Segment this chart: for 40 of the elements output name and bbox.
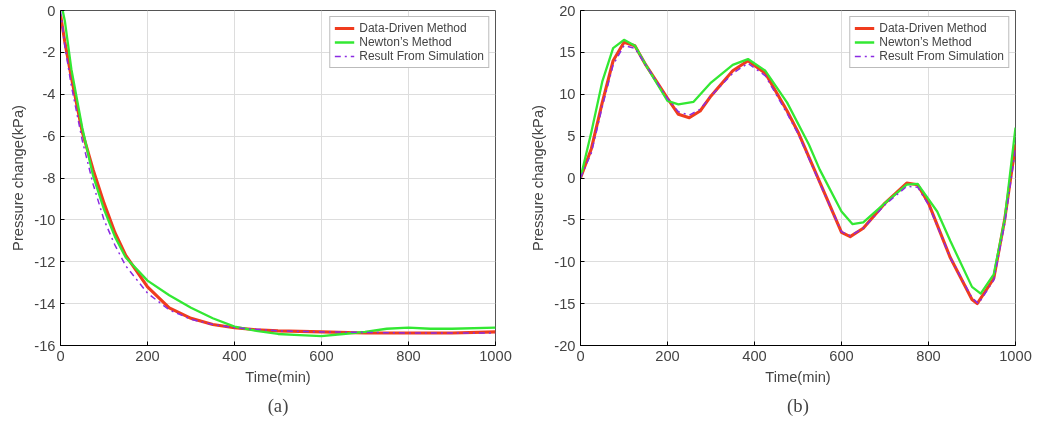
x-axis-title: Time(min): [245, 368, 311, 385]
y-tick-label: -10: [554, 253, 576, 270]
y-tick-label: 15: [559, 44, 576, 61]
y-tick-label: 0: [567, 170, 576, 186]
y-tick-label: 5: [567, 128, 576, 145]
x-tick-label: 400: [222, 347, 247, 364]
legend-label: Result From Simulation: [359, 49, 484, 63]
text: (a): [267, 394, 289, 417]
text: (b): [787, 394, 809, 417]
y-tick-label: -4: [42, 86, 56, 103]
y-tick-label: -12: [34, 253, 56, 270]
y-tick-label: 0: [47, 2, 56, 19]
y-tick-label: -10: [34, 211, 56, 228]
y-tick-label: -5: [562, 211, 576, 228]
x-tick-label: 600: [309, 347, 334, 364]
y-tick-label: -2: [42, 44, 56, 61]
x-tick-label: 800: [916, 347, 941, 364]
x-tick-label: 200: [655, 347, 680, 364]
legend-label: Newton’s Method: [359, 35, 452, 49]
y-tick-label: -8: [42, 170, 56, 186]
legend-label: Data-Driven Method: [359, 21, 467, 35]
y-axis-title: Pressure change(kPa): [10, 105, 27, 251]
x-tick-label: 400: [742, 347, 767, 364]
y-tick-label: -15: [554, 295, 576, 312]
y-tick-label: -14: [34, 295, 56, 312]
x-tick-label: 1000: [479, 347, 512, 364]
x-tick-label: 800: [396, 347, 421, 364]
x-tick-label: 200: [135, 347, 160, 364]
x-tick-label: 600: [829, 347, 854, 364]
y-tick-label: 10: [559, 86, 576, 103]
y-tick-label: -20: [554, 337, 576, 354]
y-axis-title: Pressure change(kPa): [530, 105, 547, 251]
y-tick-label: 20: [559, 2, 576, 19]
legend-label: Data-Driven Method: [879, 21, 987, 35]
x-tick-label: 1000: [999, 347, 1032, 364]
legend-label: Result From Simulation: [879, 49, 1004, 63]
legend-label: Newton’s Method: [879, 35, 972, 49]
x-axis-title: Time(min): [765, 368, 831, 385]
y-tick-label: -16: [34, 337, 56, 354]
y-tick-label: -6: [42, 128, 56, 145]
